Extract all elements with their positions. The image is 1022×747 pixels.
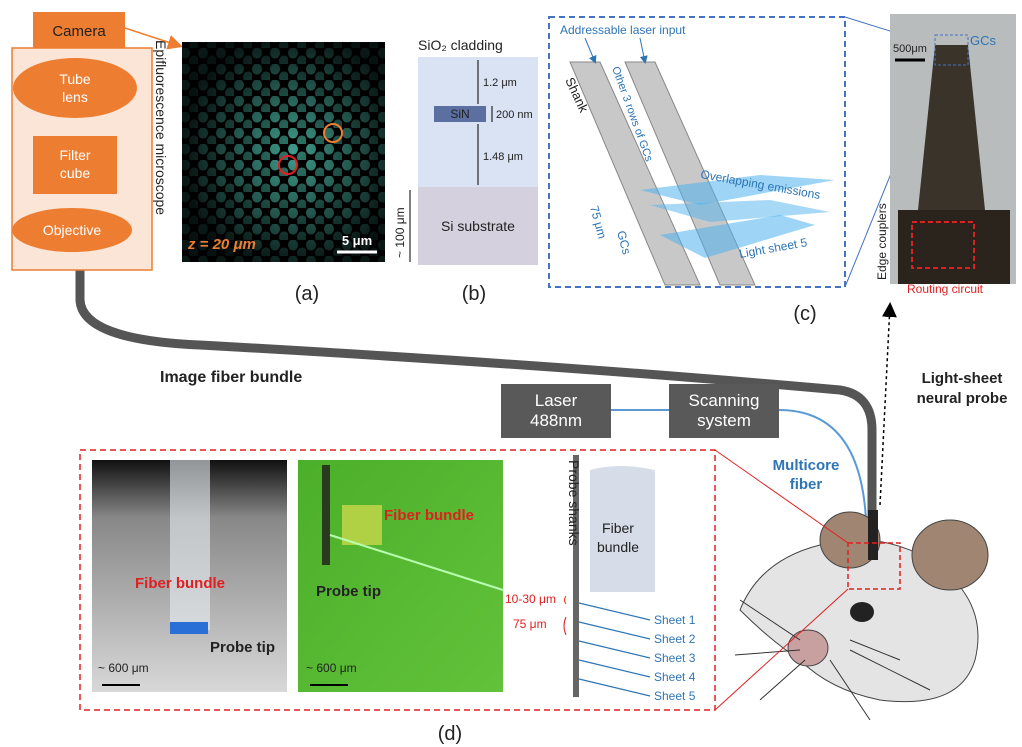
caption-d: (d) [438, 723, 462, 745]
gap-bracket [565, 596, 567, 604]
figure: Camera Tubelens Filtercube Objective Epi… [0, 0, 1022, 747]
sheet-label: Sheet 2 [654, 632, 696, 646]
depth-label: z = 20 μm [187, 236, 256, 253]
mouse-eye [850, 602, 874, 622]
core-thickness: 200 nm [496, 109, 533, 121]
photo-1-bundle [170, 460, 210, 630]
caption-a: (a) [295, 283, 319, 305]
microscope-label: Epifluorescence microscope [153, 40, 169, 215]
emission-2 [650, 200, 830, 222]
sheet-line [579, 622, 650, 639]
core-label: SiN [450, 107, 469, 121]
image-fiber-label: Image fiber bundle [160, 369, 302, 386]
mouse-ear-right [912, 520, 988, 590]
photo-2-bundle [342, 505, 382, 545]
sheets: Sheet 1 Sheet 2 Sheet 3 Sheet 4 Sheet 5 [564, 596, 696, 703]
sheet-line [579, 660, 650, 677]
photo-gcs-label: GCs [970, 33, 997, 48]
gap-label: 10-30 μm [505, 592, 556, 606]
input-arrow-1 [585, 38, 595, 62]
probe-arrow [880, 305, 890, 505]
photo-1-tip-label: Probe tip [210, 639, 275, 656]
photo-scale-label: 500μm [893, 43, 927, 55]
implanted-probe [868, 510, 878, 560]
sheet-label: Sheet 1 [654, 613, 696, 627]
objective-label: Objective [43, 222, 102, 238]
sheet-label: Sheet 4 [654, 670, 696, 684]
gcs-label: GCs [614, 229, 634, 256]
caption-c: (c) [793, 303, 816, 325]
cladding-label: SiO₂ cladding [418, 37, 503, 53]
scale-bar-label: 5 μm [342, 233, 372, 248]
top-thickness: 1.2 μm [483, 77, 517, 89]
sheet-line [579, 679, 650, 696]
photo-1-tips [170, 622, 208, 634]
sheet-line [579, 641, 650, 658]
photo-2-tip-label: Probe tip [316, 583, 381, 600]
shanks-label: Probe shanks [566, 460, 582, 546]
pitch-d-label: 75 μm [513, 617, 547, 631]
caption-b: (b) [462, 283, 486, 305]
sheet-line [579, 603, 650, 620]
substrate-thickness: ~ 100 μm [393, 207, 407, 258]
pitch-label: 75 μm [587, 204, 609, 240]
sheet-label: Sheet 3 [654, 651, 696, 665]
camera-arrow [125, 28, 180, 46]
substrate-label: Si substrate [441, 218, 515, 234]
photo-2-probe [322, 465, 330, 565]
pitch-bracket [564, 617, 566, 635]
edge-couplers-label: Edge couplers [875, 203, 889, 280]
fiber-vignette [182, 42, 385, 262]
photo-1-bundle-label: Fiber bundle [135, 575, 225, 592]
input-arrow-2 [640, 38, 645, 62]
camera-label: Camera [52, 23, 106, 40]
photo-1-scale-label: ~ 600 μm [98, 661, 149, 675]
routing-label: Routing circuit [907, 282, 984, 296]
photo-2-bundle-label: Fiber bundle [384, 507, 474, 524]
tube-lens [13, 58, 137, 118]
bottom-thickness: 1.48 μm [483, 151, 523, 163]
sheet-label: Sheet 5 [654, 689, 696, 703]
photo-2-scale-label: ~ 600 μm [306, 661, 357, 675]
laser-input-label: Addressable laser input [560, 23, 686, 37]
